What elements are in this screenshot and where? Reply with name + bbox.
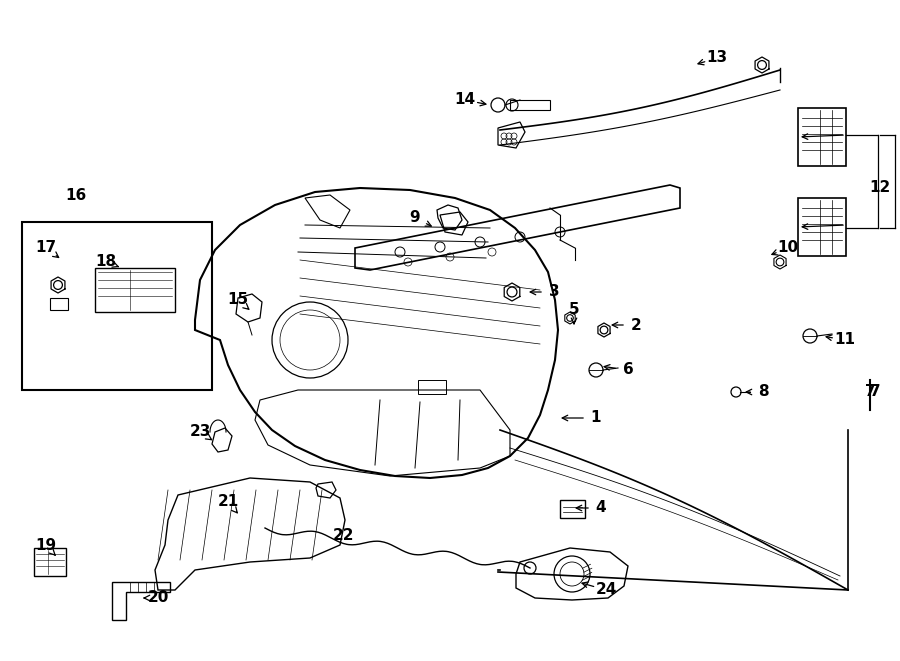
Text: 5: 5 <box>569 303 580 317</box>
Text: 17: 17 <box>35 241 57 256</box>
Bar <box>560 500 585 518</box>
Text: 9: 9 <box>410 210 420 225</box>
Text: 2: 2 <box>631 317 642 332</box>
Bar <box>50 298 68 310</box>
Bar <box>510 100 550 110</box>
Bar <box>34 548 66 576</box>
Text: 8: 8 <box>758 385 769 399</box>
Text: 14: 14 <box>454 93 475 108</box>
Bar <box>798 198 846 256</box>
Text: 6: 6 <box>623 362 634 377</box>
Text: 13: 13 <box>706 50 727 65</box>
Text: 4: 4 <box>596 500 607 516</box>
Bar <box>798 108 846 166</box>
Text: 23: 23 <box>189 424 211 440</box>
Bar <box>95 268 175 312</box>
Text: 15: 15 <box>228 293 248 307</box>
Text: 16: 16 <box>66 188 86 204</box>
Bar <box>22 222 212 390</box>
Text: 3: 3 <box>549 284 559 299</box>
Text: 19: 19 <box>35 539 57 553</box>
Text: 22: 22 <box>333 529 355 543</box>
Text: 20: 20 <box>148 590 168 605</box>
Text: 21: 21 <box>218 494 238 510</box>
Text: 10: 10 <box>778 241 798 256</box>
Bar <box>418 380 446 394</box>
Text: 1: 1 <box>590 410 601 426</box>
Text: 11: 11 <box>834 332 856 348</box>
Text: 7: 7 <box>870 385 880 399</box>
Text: 7: 7 <box>865 385 876 399</box>
Text: 24: 24 <box>595 582 616 598</box>
Text: 18: 18 <box>95 254 117 270</box>
Text: 12: 12 <box>869 180 891 196</box>
